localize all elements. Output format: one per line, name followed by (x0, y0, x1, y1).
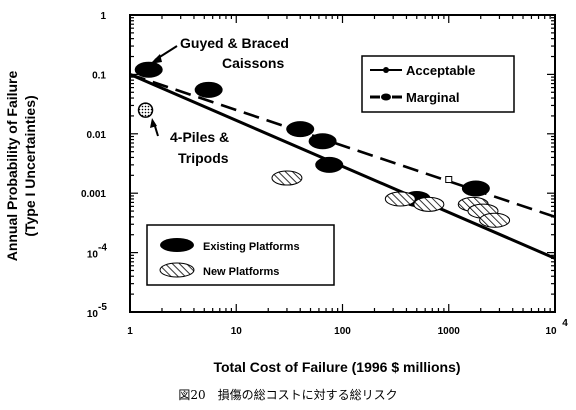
x-tick-label: 100 (334, 326, 351, 337)
new-platform-point (384, 191, 416, 207)
marginal-line-point (445, 176, 453, 184)
guyed-label-line2: Caissons (222, 55, 284, 71)
existing-platform-point (286, 121, 315, 138)
y-tick-label: 1 (100, 11, 106, 22)
data-markers (134, 61, 511, 228)
y-tick-label: 10 (87, 309, 99, 320)
x-tick-label: 10 (545, 326, 557, 337)
existing-platform-point (461, 180, 490, 197)
piles-label-line2: Tripods (178, 150, 229, 166)
legend-acceptable: Acceptable (406, 63, 475, 78)
new-platform-point (413, 196, 445, 212)
legend-existing: Existing Platforms (203, 241, 300, 253)
y-tick-label: 10 (87, 250, 99, 261)
figure-caption: 図20 損傷の総コストに対する総リスク (178, 388, 398, 402)
x-axis-title: Total Cost of Failure (1996 $ millions) (213, 359, 460, 375)
piles-label-line1: 4-Piles & (170, 129, 229, 145)
legend-markers: Existing Platforms New Platforms (146, 224, 335, 286)
y-tick-label: 0.1 (92, 70, 106, 81)
y-tick-label-exponent: -5 (98, 302, 107, 313)
piles-pointer-head (150, 118, 157, 128)
existing-platform-point (194, 81, 223, 98)
y-tick-label: 0.01 (87, 130, 107, 141)
x-tick-label: 1000 (438, 326, 461, 337)
y-axis-title-line2: (Type I Uncertainties) (22, 95, 38, 236)
piles-tripods-point (137, 102, 154, 118)
new-platform-point (479, 212, 511, 228)
y-tick-label-exponent: -4 (98, 243, 107, 254)
x-tick-label: 1 (127, 326, 133, 337)
y-tick-label: 0.001 (81, 189, 106, 200)
existing-platform-point (315, 156, 344, 173)
existing-platform-point (308, 133, 337, 150)
guyed-pointer-head (150, 54, 162, 64)
guyed-label-line1: Guyed & Braced (180, 35, 289, 51)
legend-new: New Platforms (203, 266, 279, 278)
x-tick-label: 10 (231, 326, 243, 337)
x-tick-label-exponent: 4 (562, 318, 568, 329)
legend-lines: Acceptable Marginal (361, 55, 515, 113)
legend-marginal: Marginal (406, 90, 459, 105)
figure: Annual Probability of Failure (Type I Un… (4, 11, 568, 375)
new-platform-point (271, 170, 303, 186)
axis-ticks (129, 15, 555, 313)
y-axis-title-line1: Annual Probability of Failure (4, 71, 20, 262)
existing-platform-point (134, 61, 163, 78)
